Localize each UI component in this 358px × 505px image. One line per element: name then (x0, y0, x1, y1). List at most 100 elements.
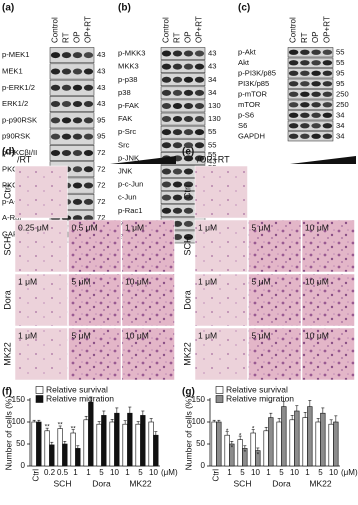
micrograph (301, 273, 355, 327)
dose-label: 10 μM (305, 276, 329, 286)
blot-band (288, 91, 299, 97)
blot-band (50, 84, 61, 91)
protein-label: Src (118, 140, 130, 149)
mw-marker: 34 (208, 75, 216, 84)
blot-band (161, 63, 172, 70)
blot-strip (49, 63, 95, 80)
bar (289, 419, 295, 467)
blot-band (83, 182, 94, 189)
dose-label: 1 μM (18, 330, 37, 340)
protein-label: p-p38 (118, 75, 137, 84)
dose-wedge (110, 156, 176, 164)
blot-strip (287, 78, 334, 89)
blot-band (183, 129, 194, 136)
blot-band (161, 50, 172, 57)
dose-label: 10 μM (125, 330, 149, 340)
blot-strip (160, 112, 206, 126)
blot-band (311, 112, 321, 118)
blot-band (194, 50, 205, 57)
protein-label: p-PKCβI/II (2, 148, 37, 157)
mw-marker: 95 (336, 68, 344, 77)
bar (127, 412, 133, 467)
blot-band (161, 76, 172, 83)
blot-band (183, 142, 194, 149)
blot-band (194, 116, 205, 123)
protein-label: PI3K/p85 (238, 79, 269, 88)
protein-label: p-Akt (238, 47, 257, 56)
blot-band (183, 233, 194, 240)
blot-strip (287, 99, 334, 110)
blot-band (61, 101, 72, 108)
micrograph (68, 273, 122, 327)
bar (140, 415, 146, 467)
protein-label: p-S6 (238, 110, 254, 119)
blot-band (322, 70, 333, 76)
dose-label: 10 μM (125, 276, 149, 286)
lane-label: OP (184, 31, 193, 43)
blot-band (194, 129, 205, 136)
protein-label: p-MKK3 (118, 49, 145, 58)
x-tick-label: 10 (251, 468, 260, 477)
row-label: SCH (2, 236, 12, 255)
x-tick-label: 1 (73, 468, 78, 477)
lane-label: RT (300, 32, 309, 43)
blot-band (322, 49, 333, 55)
blot-band (72, 166, 83, 173)
legend-label: Relative migration (46, 393, 114, 403)
bar (114, 412, 120, 467)
x-tick-label: 5 (240, 468, 245, 477)
group-label: MK22 (129, 478, 151, 488)
y-tick-label: 100 (12, 417, 26, 426)
blot-band (183, 89, 194, 96)
dose-label: 1 μM (198, 222, 217, 232)
legend-swatch (35, 395, 44, 403)
dose-wedge (290, 156, 356, 164)
panel-letter: (c) (238, 3, 250, 14)
blot-strip (160, 86, 206, 100)
group-label: SCH (54, 478, 72, 488)
protein-label: ERK1/2 (2, 99, 28, 108)
blot-strip (160, 138, 206, 152)
blot-band (183, 194, 194, 201)
blot-strip (287, 68, 334, 79)
group-label: MK22 (309, 478, 331, 488)
row-label: Dora (2, 290, 12, 310)
blot-band (83, 101, 94, 108)
bar (276, 421, 282, 467)
bar (281, 406, 287, 467)
micrograph (301, 327, 355, 381)
micrograph (194, 165, 248, 219)
blot-band (194, 102, 205, 109)
group-label: Dora (92, 478, 111, 488)
legend-swatch (215, 395, 224, 403)
blot-strip (160, 73, 206, 87)
mw-marker: 130 (208, 114, 221, 123)
blot-band (72, 84, 83, 91)
significance: ** (62, 445, 68, 452)
micrograph (14, 219, 68, 273)
micrograph (194, 273, 248, 327)
mw-marker: 130 (208, 101, 221, 110)
x-tick-label: 5 (279, 468, 284, 477)
significance: * (239, 432, 242, 439)
y-axis-label: Number of cells (%) (3, 396, 13, 471)
mw-marker: 43 (208, 62, 216, 71)
blot-band (183, 76, 194, 83)
micrograph (68, 219, 122, 273)
blot-band (72, 133, 83, 140)
dose-label: 10 μM (305, 330, 329, 340)
row-label: MK22 (2, 342, 12, 366)
blot-band (172, 76, 183, 83)
bar (211, 421, 217, 467)
x-tick-label: 1 (305, 468, 310, 477)
blot-band (161, 194, 172, 201)
lane-label: Control (289, 17, 298, 43)
blot-band (300, 102, 310, 108)
blot-band (183, 63, 194, 70)
bar (153, 434, 159, 467)
micrograph (121, 273, 175, 327)
mw-marker: 43 (97, 50, 105, 59)
blot-band (300, 112, 310, 118)
protein-label: p-c-Jun (118, 180, 143, 189)
